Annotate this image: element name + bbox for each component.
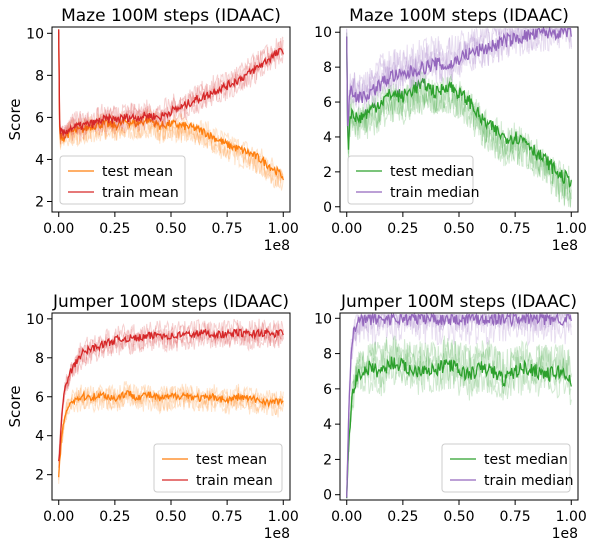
y-tick-label: 4: [323, 130, 332, 146]
series-line-2: [346, 27, 572, 127]
plot-frame: [339, 26, 579, 213]
x-tick-label: 0.75: [500, 221, 531, 237]
x-tick-label: 0.75: [212, 221, 243, 237]
x-tick-label: 1.00: [268, 509, 299, 525]
y-tick-label: 0: [323, 488, 332, 504]
chart-title: Jumper 100M steps (IDAAC): [340, 292, 577, 312]
series-seed-trace: [346, 313, 572, 481]
plot-frame: [51, 26, 291, 213]
y-tick-label: 6: [35, 110, 44, 126]
x-tick-label: 0.50: [155, 221, 186, 237]
series-line-1: [58, 31, 284, 181]
y-tick-label: 10: [314, 311, 332, 327]
y-tick-label: 8: [35, 68, 44, 84]
legend-label: test median: [390, 164, 474, 180]
series-seed-trace: [58, 380, 284, 481]
series-line-2: [58, 29, 284, 136]
y-tick-label: 2: [35, 468, 44, 484]
legend-label: test mean: [196, 452, 267, 468]
plot-frame: [51, 312, 291, 501]
series-seed-trace: [58, 328, 284, 463]
legend-label: train mean: [196, 473, 273, 489]
series-seed-trace: [58, 387, 284, 484]
x-offset-label: 1e8: [552, 526, 578, 541]
x-tick-label: 0.25: [387, 221, 418, 237]
y-tick-label: 4: [35, 429, 44, 445]
x-tick-label: 0.00: [43, 221, 74, 237]
x-tick-label: 0.25: [387, 509, 418, 525]
y-tick-label: 6: [35, 390, 44, 406]
x-offset-label: 1e8: [264, 238, 290, 254]
y-tick-label: 10: [314, 25, 332, 41]
legend: test median train median: [441, 443, 574, 493]
series-line-1: [58, 390, 284, 478]
x-tick-label: 1.00: [556, 221, 587, 237]
series-seed-trace: [346, 356, 572, 490]
x-offset-label: 1e8: [552, 238, 578, 254]
y-tick-label: 2: [35, 194, 44, 210]
y-tick-label: 6: [323, 382, 332, 398]
x-tick-label: 0.25: [99, 221, 130, 237]
y-axis-label: Score: [6, 385, 24, 427]
legend-label: test mean: [102, 164, 173, 180]
series-line-1: [346, 356, 572, 499]
y-tick-label: 2: [323, 452, 332, 468]
y-tick-label: 2: [323, 165, 332, 181]
y-tick-label: 8: [323, 60, 332, 76]
y-tick-label: 10: [26, 26, 44, 42]
series-seed-trace: [58, 29, 284, 189]
x-tick-label: 0.25: [99, 509, 130, 525]
y-tick-label: 4: [323, 417, 332, 433]
series-seed-trace: [58, 29, 284, 187]
x-tick-label: 0.00: [43, 509, 74, 525]
x-offset-label: 1e8: [264, 526, 290, 541]
chart-panel-2: Maze 100M steps (IDAAC) 0.00 0.25 0.50 0.75 1…: [314, 6, 587, 254]
legend-label: train median: [484, 473, 574, 489]
y-tick-label: 10: [26, 312, 44, 328]
series-line-2: [346, 313, 572, 498]
series-seed-trace: [346, 39, 572, 207]
series-seed-trace: [346, 347, 572, 481]
legend: test mean train mean: [153, 443, 283, 493]
x-tick-label: 0.75: [500, 509, 531, 525]
x-tick-label: 0.50: [155, 509, 186, 525]
legend-label: train median: [390, 185, 480, 201]
legend-label: train mean: [102, 185, 179, 201]
series-line-2: [58, 327, 284, 462]
y-tick-label: 8: [35, 351, 44, 367]
series-line-1: [346, 36, 572, 188]
legend: test mean train mean: [59, 155, 186, 205]
plot-frame: [339, 312, 579, 501]
chart-title: Maze 100M steps (IDAAC): [61, 6, 281, 26]
x-tick-label: 0.00: [331, 221, 362, 237]
series-seed-trace: [58, 390, 284, 474]
series-seed-trace: [346, 28, 572, 114]
y-tick-label: 0: [323, 200, 332, 216]
y-tick-label: 8: [323, 347, 332, 363]
chart-title: Maze 100M steps (IDAAC): [349, 6, 569, 26]
y-axis-label: Score: [6, 98, 24, 140]
x-tick-label: 0.75: [212, 509, 243, 525]
series-seed-trace: [346, 27, 572, 135]
legend-label: test median: [484, 452, 568, 468]
chart-title: Jumper 100M steps (IDAAC): [52, 292, 289, 312]
y-tick-label: 6: [323, 95, 332, 111]
chart-panel-1: Maze 100M steps (IDAAC) Score 0.00 0.25 0.50…: [6, 6, 299, 254]
series-seed-trace: [346, 337, 572, 494]
x-tick-label: 0.00: [331, 509, 362, 525]
series-seed-trace: [58, 41, 284, 141]
x-tick-label: 0.50: [443, 221, 474, 237]
x-tick-label: 0.50: [443, 509, 474, 525]
chart-panel-4: Jumper 100M steps (IDAAC) 0.00 0.25 0.50 0.7…: [314, 292, 587, 541]
x-tick-label: 1.00: [268, 221, 299, 237]
x-tick-label: 1.00: [556, 509, 587, 525]
legend: test median train median: [347, 155, 480, 205]
y-tick-label: 4: [35, 152, 44, 168]
chart-panel-3: Jumper 100M steps (IDAAC) Score 0.00 0.25 0.…: [6, 292, 299, 541]
